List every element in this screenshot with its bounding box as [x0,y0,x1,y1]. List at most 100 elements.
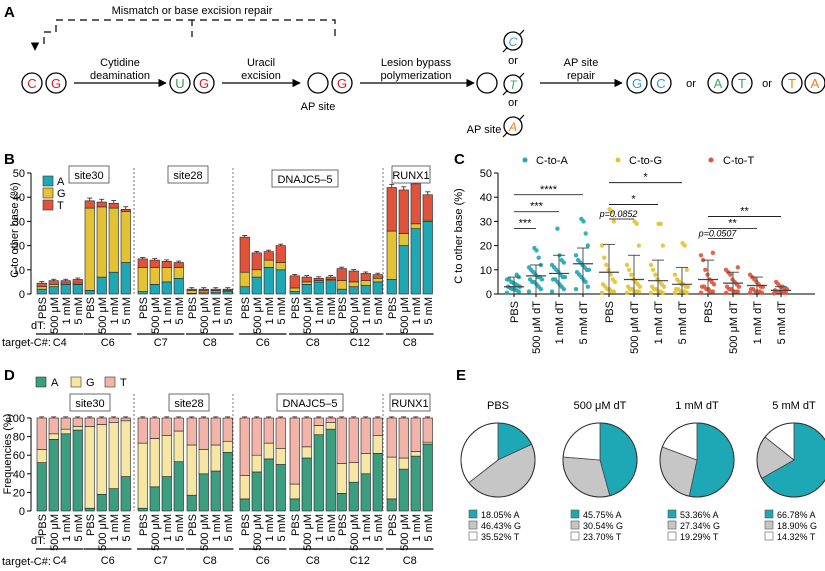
b-condition-label: 1 mM [314,297,326,325]
locus-d-dnajc5: DNAJC5–5 [282,398,337,410]
c-xlabel: 5 mM dT [578,301,590,345]
d-bar-g [289,483,300,500]
d-bar-t [336,417,347,464]
d-bar-g [263,442,274,460]
d-bar-t [251,417,262,456]
d-bar-g [84,426,95,509]
c-point-t [724,284,730,289]
d-bar-g [222,440,233,453]
b-condition-label: 1 mM [361,297,373,325]
c-point-g [648,290,654,295]
b-bar-a [348,286,359,295]
b-bar-a [60,284,71,295]
c-ytick-label: 0 [486,289,492,301]
box-b-runx1 [391,165,431,184]
d-bar-a [301,457,312,512]
c-point-a [573,253,579,258]
b-condition-label: 1 mM [411,297,423,325]
b-bar-t [336,268,347,281]
c-point-g [650,267,656,272]
c-point-t [773,279,779,285]
panel-e-pies: PBS 18.05% A46.43% G35.52% T 500 μM dT 45.7… [460,400,825,542]
d-bar-a [275,464,286,512]
d-bar-g [313,425,324,436]
e-pie-title: 500 μM dT [574,400,627,412]
b-condition-label: 500 μM [302,297,314,334]
legend-b-t-swatch [42,199,54,211]
c-point-a [526,265,532,270]
b-bar-a [275,269,286,295]
c-sig-label: ** [728,218,737,230]
c-point-g [632,219,637,224]
d-bar-g [360,453,371,475]
b-bar-g [36,286,47,290]
d-bar-t [239,417,250,476]
c-ytick-label: 50 [480,168,492,180]
d-bar-a [222,452,233,512]
d-bar-g [48,433,59,440]
legend-d-a-swatch [35,376,47,388]
locus-d-site30: site30 [75,398,104,410]
d-bar-t [398,417,409,459]
e-legend-text: 46.43% G [481,521,521,531]
b-bar-t [198,288,209,292]
c-sig-label: *** [530,201,544,213]
d-bar-a [289,498,300,512]
c-xlabel: 1 mM dT [653,301,665,345]
b-bar-g [348,281,359,288]
c-point-t [747,290,753,295]
e-legend-text: 53.36% A [680,510,719,520]
c-point-t [723,290,729,295]
d-ytick-label: 0 [19,506,25,518]
step2-line1: Uracil [247,57,275,69]
b-condition-label: PBS [337,297,349,319]
c-ytick-label: 30 [480,216,492,228]
b-target-label: C6 [256,337,270,349]
panel-c-plot: **********p=0.0852**p=0.0507**** [504,172,791,296]
panel-c-ylabel: C to other base (%) [453,188,465,283]
d-condition-label: PBS [187,514,199,536]
c-point-a [583,231,588,236]
c-xlabel: PBS [604,301,616,323]
product-g-c: G C [626,72,672,94]
b-ytick-label: 20 [13,241,25,253]
d-bar-g [173,430,184,463]
legend-b-t: T [57,200,64,212]
b-bar-a [137,291,148,295]
d-target-label: C8 [203,555,217,567]
e-legend-swatch [667,509,677,519]
b-bar-a [239,286,250,295]
d-condition-label: 500 μM [49,514,61,551]
b-ytick-label: 50 [13,168,25,180]
b-ytick-label: 10 [13,265,25,277]
panel-b-bars [36,180,433,295]
panel-c-xlabels: PBS 500 μM dT 1 mM dT 5 mM dT PBS 500 μM dT 1 … [509,301,788,354]
b-condition-label: 500 μM [399,297,411,334]
d-target-label: C6 [101,555,115,567]
c-sig-label: * [643,172,648,184]
d-bar-g [137,442,148,509]
d-target-label: C4 [53,555,67,567]
b-bar-g [301,281,312,285]
d-condition-label: 5 mM [174,514,186,542]
b-bar-t [398,189,409,234]
b-bar-g [275,262,286,271]
d-bar-g [336,463,347,494]
d-bar-t [422,417,433,443]
b-bar-a [422,221,433,295]
e-legend-swatch [468,531,478,541]
d-bar-g [348,462,359,483]
d-bar-g [36,449,47,463]
e-legend-swatch [468,509,478,519]
d-condition-label: 500 μM [349,514,361,551]
b-bar-t [60,280,71,284]
e-legend-swatch [570,531,580,541]
step3-line1: Lesion bypass [381,57,452,69]
c-point-g [660,243,666,248]
b-bar-t [289,275,300,289]
b-bar-a [410,228,421,295]
b-bar-a [72,284,83,295]
d-bar-a [360,473,371,512]
c-point-a [526,289,532,294]
d-condition-label: 1 mM [411,514,423,542]
